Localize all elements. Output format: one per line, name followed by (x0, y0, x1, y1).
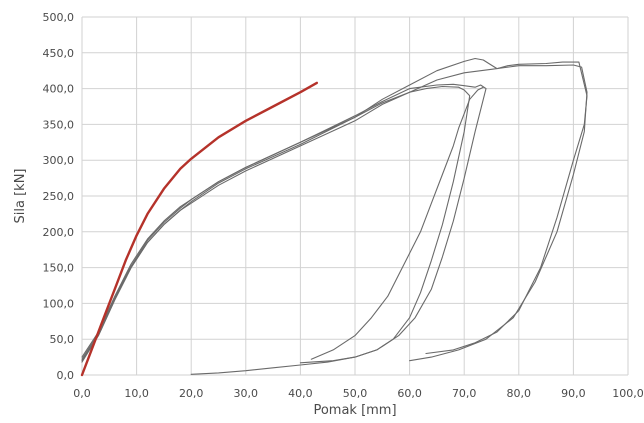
y-axis-title: Sila [kN] (13, 169, 28, 224)
y-tick-label: 300,0 (43, 154, 75, 167)
x-tick-label: 100,0 (612, 387, 644, 400)
x-tick-label: 50,0 (343, 387, 368, 400)
y-tick-label: 150,0 (43, 262, 75, 275)
y-tick-label: 400,0 (43, 83, 75, 96)
series-line-gray (81, 57, 588, 358)
x-tick-label: 40,0 (288, 387, 313, 400)
y-tick-label: 350,0 (43, 118, 75, 131)
x-tick-label: 10,0 (124, 387, 149, 400)
y-tick-label: 250,0 (43, 190, 75, 203)
x-tick-label: 30,0 (234, 387, 259, 400)
series-line-gray (81, 83, 487, 375)
y-tick-labels: 0,0 50,0 100,0 150,0 200,0 250,0 300,0 350,0 400… (43, 11, 75, 382)
grid-lines (81, 16, 629, 376)
x-axis-title: Pomak [mm] (313, 403, 396, 418)
x-tick-label: 0,0 (73, 387, 91, 400)
y-tick-label: 500,0 (43, 11, 75, 24)
x-tick-label: 60,0 (397, 387, 422, 400)
y-tick-label: 100,0 (43, 297, 75, 310)
x-tick-label: 90,0 (561, 387, 586, 400)
x-tick-labels: 0,0 10,0 20,0 30,0 40,0 50,0 60,0 70,0 80,0 90,0 1… (73, 387, 644, 400)
y-tick-label: 450,0 (43, 47, 75, 60)
x-tick-label: 20,0 (179, 387, 204, 400)
x-tick-label: 70,0 (452, 387, 477, 400)
y-tick-label: 0,0 (57, 369, 75, 382)
data-series (80, 57, 588, 377)
y-tick-label: 200,0 (43, 226, 75, 239)
series-line-gray (310, 86, 484, 360)
x-tick-label: 80,0 (507, 387, 532, 400)
series-line-red (80, 81, 318, 377)
y-tick-label: 50,0 (50, 333, 75, 346)
